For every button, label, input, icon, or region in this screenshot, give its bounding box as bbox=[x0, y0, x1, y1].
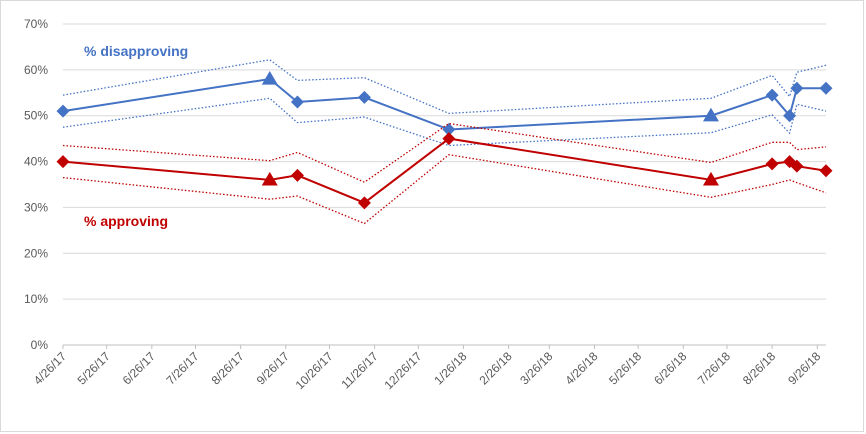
triangle-marker-approving bbox=[261, 171, 278, 186]
diamond-marker-disapproving bbox=[290, 95, 304, 109]
diamond-marker-approving bbox=[357, 196, 371, 210]
diamond-marker-disapproving bbox=[790, 81, 804, 95]
lower-bound-line-disapproving bbox=[62, 97, 827, 147]
x-tick-label: 7/26/18 bbox=[695, 349, 733, 387]
x-tick-label: 9/26/17 bbox=[254, 349, 292, 387]
y-tick-label: 20% bbox=[24, 246, 48, 260]
diamond-marker-disapproving bbox=[442, 122, 456, 136]
x-tick-label: 10/26/17 bbox=[293, 349, 336, 392]
x-tick-label: 4/26/18 bbox=[562, 349, 600, 387]
x-tick-label: 6/26/18 bbox=[651, 349, 689, 387]
triangle-marker-disapproving bbox=[261, 71, 278, 85]
x-tick-label: 6/26/17 bbox=[120, 349, 158, 387]
diamond-marker-approving bbox=[290, 168, 304, 182]
x-axis-ticks: 4/26/17 5/26/17 6/26/17 7/26/17 8/26/17 9/26/… bbox=[31, 345, 824, 392]
diamond-marker-approving bbox=[790, 159, 804, 173]
series-layer bbox=[56, 59, 833, 225]
y-tick-label: 70% bbox=[24, 17, 48, 31]
diamond-marker-disapproving bbox=[56, 104, 70, 118]
x-tick-label: 9/26/18 bbox=[785, 349, 823, 387]
x-tick-label: 4/26/17 bbox=[31, 349, 69, 387]
series-approving bbox=[56, 122, 833, 225]
y-tick-label: 30% bbox=[24, 200, 48, 214]
x-tick-label: 11/26/17 bbox=[338, 349, 381, 392]
series-line-approving bbox=[62, 137, 827, 204]
diamond-marker-disapproving bbox=[765, 88, 779, 102]
x-tick-label: 8/26/17 bbox=[209, 349, 247, 387]
x-tick-label: 12/26/17 bbox=[381, 349, 424, 392]
y-tick-label: 60% bbox=[24, 63, 48, 77]
lower-bound-line-approving bbox=[62, 154, 827, 225]
diamond-marker-disapproving bbox=[357, 90, 371, 104]
x-tick-label: 3/26/18 bbox=[517, 349, 555, 387]
diamond-marker-disapproving bbox=[819, 81, 833, 95]
upper-bound-line-disapproving bbox=[62, 59, 827, 115]
x-tick-label: 2/26/18 bbox=[476, 349, 514, 387]
y-axis-ticks: 0% 10% 20% 30% 40% 50% 60% 70% bbox=[24, 17, 48, 352]
series-disapproving bbox=[56, 59, 833, 147]
series-label-approving: % approving bbox=[84, 213, 168, 229]
series-line-disapproving bbox=[62, 77, 826, 131]
upper-bound-line-approving bbox=[62, 122, 827, 183]
y-tick-label: 40% bbox=[24, 155, 48, 169]
y-tick-label: 50% bbox=[24, 109, 48, 123]
x-tick-label: 7/26/17 bbox=[163, 349, 201, 387]
x-tick-label: 5/26/17 bbox=[75, 349, 113, 387]
x-tick-label: 8/26/18 bbox=[740, 349, 778, 387]
diamond-marker-approving bbox=[819, 164, 833, 178]
series-label-disapproving: % disapproving bbox=[84, 43, 188, 59]
diamond-marker-approving bbox=[765, 157, 779, 171]
diamond-marker-approving bbox=[442, 132, 456, 146]
x-tick-label: 1/26/18 bbox=[431, 349, 469, 387]
triangle-marker-disapproving bbox=[702, 107, 719, 122]
diamond-marker-disapproving bbox=[783, 109, 797, 123]
diamond-marker-approving bbox=[56, 155, 70, 169]
triangle-marker-approving bbox=[702, 171, 719, 186]
y-tick-label: 10% bbox=[24, 292, 48, 306]
x-tick-label: 5/26/18 bbox=[606, 349, 644, 387]
y-tick-label: 0% bbox=[31, 338, 49, 352]
